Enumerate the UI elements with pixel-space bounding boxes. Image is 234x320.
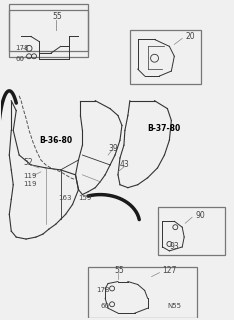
Bar (9, 10, 88, 57)
Text: 178: 178 (96, 287, 110, 293)
Text: B-37-80: B-37-80 (148, 124, 181, 133)
Text: 20: 20 (185, 32, 195, 41)
Text: 93: 93 (169, 243, 179, 252)
Bar (88, 267, 197, 318)
Text: 127: 127 (162, 266, 177, 275)
Text: 159: 159 (78, 195, 92, 201)
Bar (130, 29, 201, 84)
Text: 52: 52 (23, 158, 33, 167)
Text: 60: 60 (15, 56, 24, 62)
Text: 178: 178 (15, 45, 29, 51)
Text: 55: 55 (114, 266, 124, 275)
Text: 60: 60 (100, 303, 109, 309)
Text: B-36-80: B-36-80 (39, 136, 72, 145)
Text: 39: 39 (108, 144, 118, 153)
Text: 119: 119 (23, 181, 37, 187)
Bar (157, 207, 225, 255)
Text: 43: 43 (120, 160, 130, 170)
Text: 90: 90 (195, 211, 205, 220)
Text: 55: 55 (53, 12, 62, 21)
Text: N55: N55 (167, 303, 181, 309)
Bar (9, 4, 88, 51)
Text: 119: 119 (23, 173, 37, 179)
Text: 163: 163 (59, 195, 72, 201)
